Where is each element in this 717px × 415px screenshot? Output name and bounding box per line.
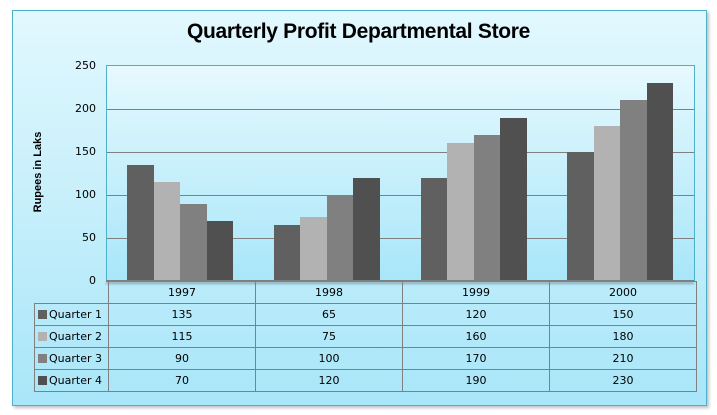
legend-entry: Quarter 4 [34, 369, 109, 392]
bar [593, 126, 621, 281]
y-tick: 50 [82, 231, 96, 244]
gridline [107, 195, 694, 196]
bar [206, 220, 233, 281]
bar [353, 177, 380, 281]
table-cell: 160 [402, 325, 550, 348]
table-row: Quarter 2 115 75 160 180 [34, 325, 697, 348]
plot-area [106, 65, 695, 281]
table-header-row: 1997 1998 1999 2000 [34, 281, 697, 304]
y-tick: 150 [75, 145, 96, 158]
bar [473, 134, 500, 281]
legend-swatch-icon [38, 354, 47, 363]
gridline [107, 152, 694, 153]
y-tick: 100 [75, 188, 96, 201]
table-corner [34, 281, 109, 304]
legend-entry: Quarter 2 [34, 325, 109, 348]
table-row: Quarter 4 70 120 190 230 [34, 369, 697, 392]
bar [646, 83, 674, 281]
legend-entry: Quarter 3 [34, 347, 109, 370]
y-tick: 0 [89, 274, 96, 287]
table-cell: 150 [549, 303, 697, 326]
legend-swatch-icon [38, 332, 47, 341]
bar [326, 195, 354, 281]
bar [447, 143, 474, 281]
table-cell: 75 [255, 325, 403, 348]
bar [567, 152, 594, 281]
legend-swatch-icon [38, 376, 47, 385]
bar [127, 164, 154, 281]
table-cell: 90 [108, 347, 256, 370]
legend-entry: Quarter 1 [34, 303, 109, 326]
chart-title: Quarterly Profit Departmental Store [186, 20, 531, 43]
data-table: 1997 1998 1999 2000 Quarter 1 135 65 120… [34, 281, 697, 392]
gridline [107, 109, 694, 110]
y-tick: 200 [75, 102, 96, 115]
category-label: 2000 [549, 281, 697, 304]
table-cell: 210 [549, 347, 697, 370]
table-cell: 230 [549, 369, 697, 392]
table-cell: 170 [402, 347, 550, 370]
table-cell: 120 [255, 369, 403, 392]
table-cell: 65 [255, 303, 403, 326]
table-row: Quarter 1 135 65 120 150 [34, 303, 697, 326]
bar [500, 117, 527, 281]
table-cell: 115 [108, 325, 256, 348]
bar [180, 203, 207, 281]
bar [273, 225, 301, 281]
bar [300, 216, 327, 281]
table-cell: 135 [108, 303, 256, 326]
y-axis-label: Rupees in Laks [32, 131, 44, 213]
table-cell: 70 [108, 369, 256, 392]
bar [153, 182, 180, 281]
table-cell: 190 [402, 369, 550, 392]
table-cell: 120 [402, 303, 550, 326]
table-cell: 100 [255, 347, 403, 370]
legend-swatch-icon [38, 310, 47, 319]
table-row: Quarter 3 90 100 170 210 [34, 347, 697, 370]
table-cell: 180 [549, 325, 697, 348]
category-label: 1997 [108, 281, 256, 304]
y-tick: 250 [75, 59, 96, 72]
bar [620, 100, 647, 281]
category-label: 1999 [402, 281, 550, 304]
gridline [107, 238, 694, 239]
category-label: 1998 [255, 281, 403, 304]
bar [420, 177, 447, 281]
